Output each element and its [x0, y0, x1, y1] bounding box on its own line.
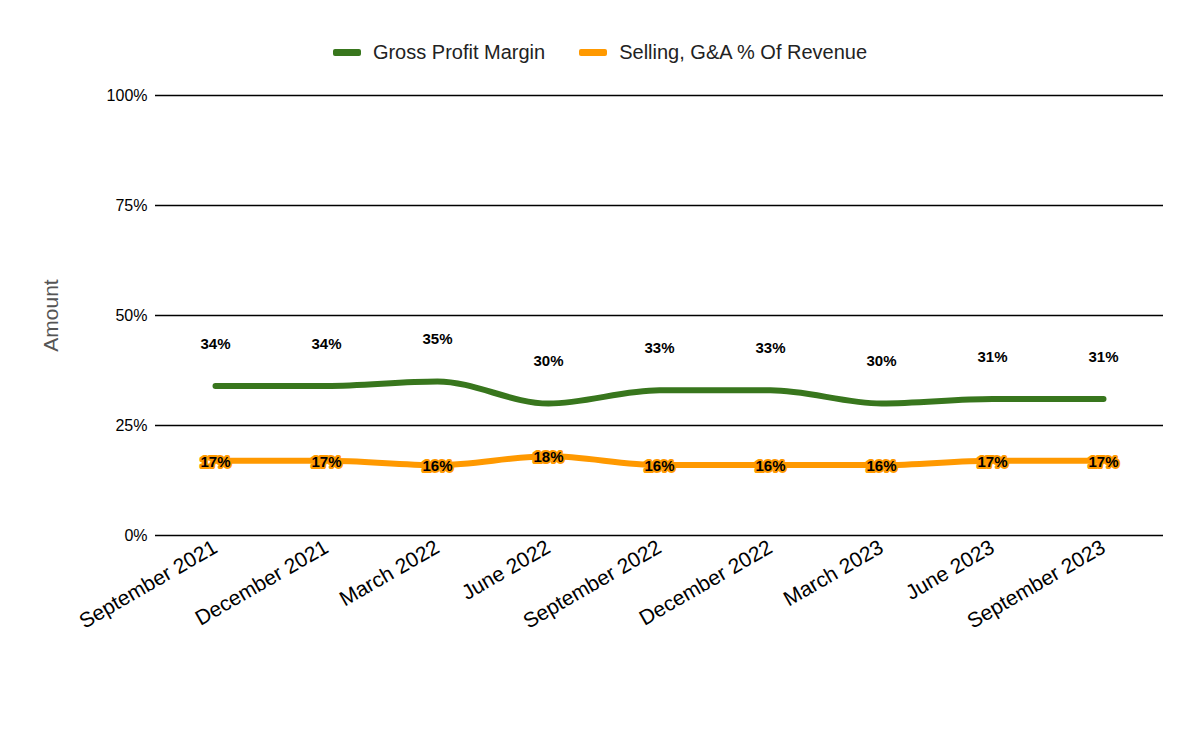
svg-text:March 2022: March 2022	[335, 535, 443, 610]
svg-text:34%: 34%	[200, 335, 230, 352]
svg-text:June 2022: June 2022	[457, 535, 553, 604]
svg-text:75%: 75%	[115, 197, 147, 214]
svg-text:17%: 17%	[311, 453, 341, 470]
svg-text:31%: 31%	[1088, 348, 1118, 365]
svg-text:16%: 16%	[644, 457, 674, 474]
svg-text:Amount: Amount	[39, 279, 62, 352]
svg-text:25%: 25%	[115, 417, 147, 434]
svg-text:0%: 0%	[124, 527, 147, 544]
svg-text:June 2023: June 2023	[901, 535, 997, 604]
svg-text:17%: 17%	[200, 453, 230, 470]
svg-text:September 2023: September 2023	[963, 535, 1109, 633]
svg-text:30%: 30%	[866, 352, 896, 369]
svg-text:35%: 35%	[422, 330, 452, 347]
svg-text:December 2021: December 2021	[191, 535, 332, 630]
svg-text:16%: 16%	[755, 457, 785, 474]
svg-text:17%: 17%	[977, 453, 1007, 470]
svg-text:50%: 50%	[115, 307, 147, 324]
html-text:Gross Profit Margin: Gross Profit Margin	[372, 41, 546, 63]
svg-text:March 2023: March 2023	[779, 535, 887, 610]
svg-text:16%: 16%	[422, 457, 452, 474]
svg-text:18%: 18%	[533, 448, 563, 465]
svg-text:December 2022: December 2022	[635, 535, 776, 630]
svg-text:33%: 33%	[755, 339, 785, 356]
svg-text:17%: 17%	[1088, 453, 1118, 470]
svg-text:30%: 30%	[533, 352, 563, 369]
svg-text:33%: 33%	[644, 339, 674, 356]
svg-text:31%: 31%	[977, 348, 1007, 365]
html-text:Selling, G&A % Of Revenue: Selling, G&A % Of Revenue	[619, 41, 868, 63]
svg-text:100%: 100%	[107, 87, 148, 104]
svg-text:34%: 34%	[311, 335, 341, 352]
svg-text:September 2022: September 2022	[518, 534, 665, 633]
svg-text:16%: 16%	[866, 457, 896, 474]
svg-text:September 2021: September 2021	[74, 534, 221, 633]
